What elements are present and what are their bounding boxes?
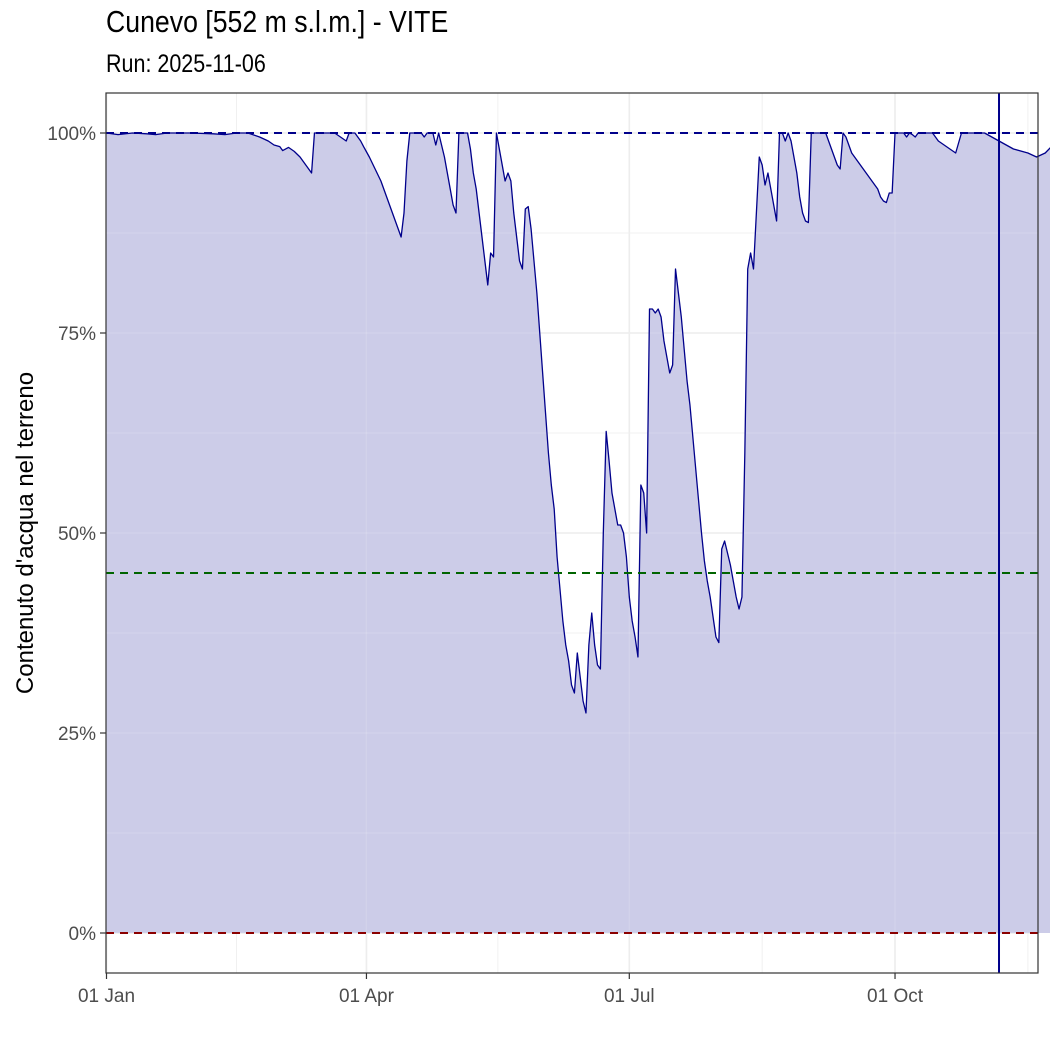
soil-moisture-area bbox=[106, 133, 1050, 933]
chart-title: Cunevo [552 m s.l.m.] - VITE bbox=[106, 4, 449, 39]
y-axis-label: Contenuto d'acqua nel terreno bbox=[12, 372, 39, 694]
y-tick-label: 75% bbox=[58, 324, 96, 345]
x-axis: 01 Jan 01 Apr 01 Jul 01 Oct bbox=[78, 973, 924, 1007]
y-tick-label: 50% bbox=[58, 524, 96, 545]
x-tick-label: 01 Jan bbox=[78, 986, 135, 1007]
x-tick-label: 01 Oct bbox=[867, 986, 924, 1007]
reference-lines bbox=[106, 132, 1038, 934]
x-tick-label: 01 Jul bbox=[604, 986, 655, 1007]
y-tick-label: 25% bbox=[58, 724, 96, 745]
soil-moisture-line bbox=[106, 132, 1050, 714]
y-tick-label: 0% bbox=[69, 924, 97, 945]
y-axis: 0% 25% 50% 75% 100% bbox=[47, 124, 106, 945]
y-tick-label: 100% bbox=[47, 124, 96, 145]
chart-subtitle: Run: 2025-11-06 bbox=[106, 50, 266, 78]
x-tick-label: 01 Apr bbox=[339, 986, 395, 1007]
